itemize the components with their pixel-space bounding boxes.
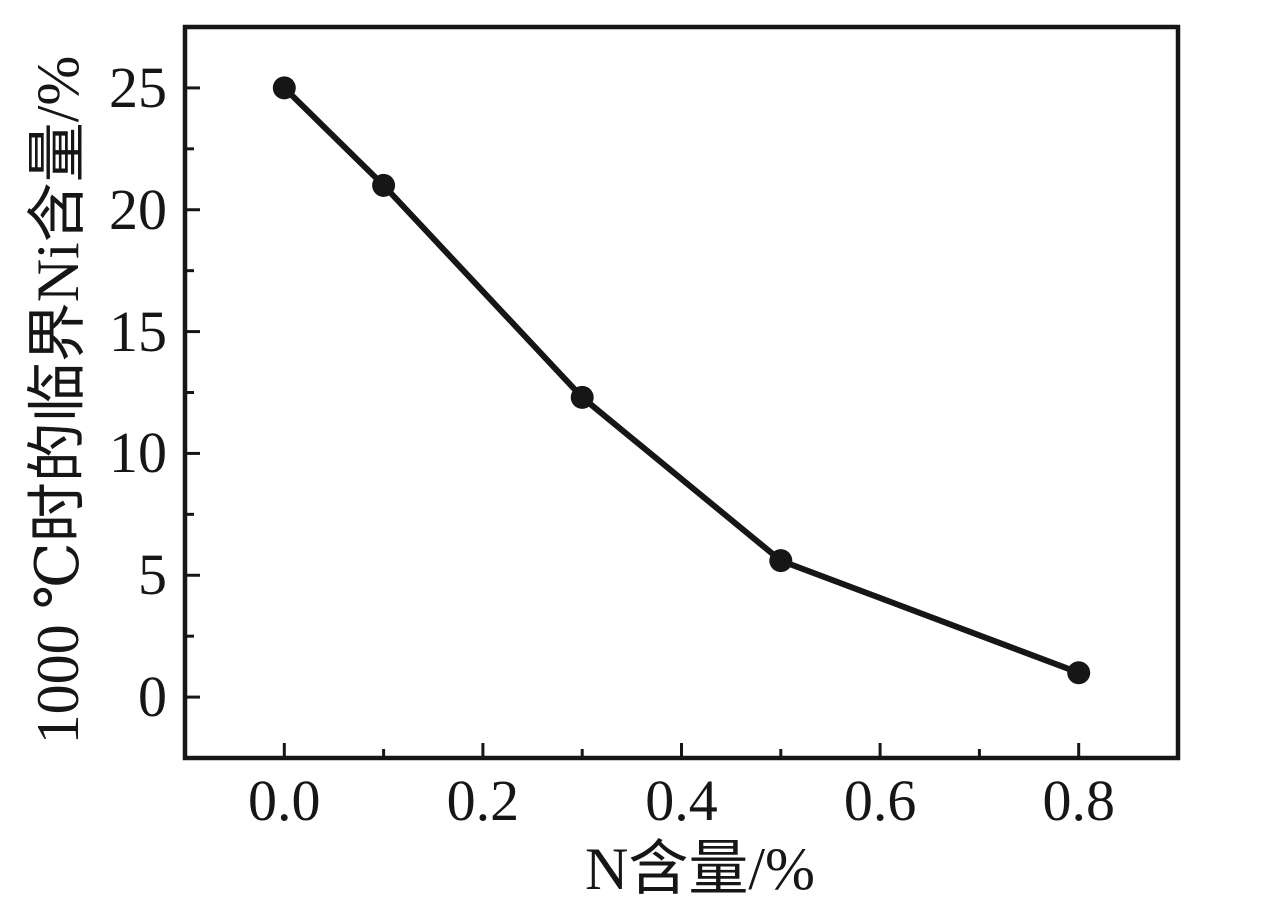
x-tick-label: 0.4 [645, 768, 718, 833]
x-tick-label: 0.8 [1042, 768, 1115, 833]
y-tick-label: 25 [109, 54, 167, 120]
y-tick-label: 5 [138, 542, 167, 608]
y-tick-label: 10 [109, 420, 167, 486]
data-point-marker [272, 76, 296, 100]
series-line [281, 84, 1082, 676]
x-axis-title: N含量/% [585, 836, 815, 902]
x-tick-label: 0.2 [446, 768, 520, 833]
data-point-marker [1067, 661, 1091, 685]
x-tick-label: 0.6 [843, 768, 917, 833]
data-point-marker [372, 173, 396, 197]
x-tick-label: 0.0 [248, 768, 321, 833]
axes-box [182, 24, 1181, 761]
y-axis-title: 1000 ℃时的临界Ni含量/% [25, 55, 91, 745]
y-tick-label: 15 [109, 298, 167, 364]
y-tick-label: 0 [138, 664, 167, 730]
data-point-marker [570, 385, 594, 409]
y-tick-label: 20 [109, 176, 167, 242]
data-point-marker [769, 549, 793, 573]
